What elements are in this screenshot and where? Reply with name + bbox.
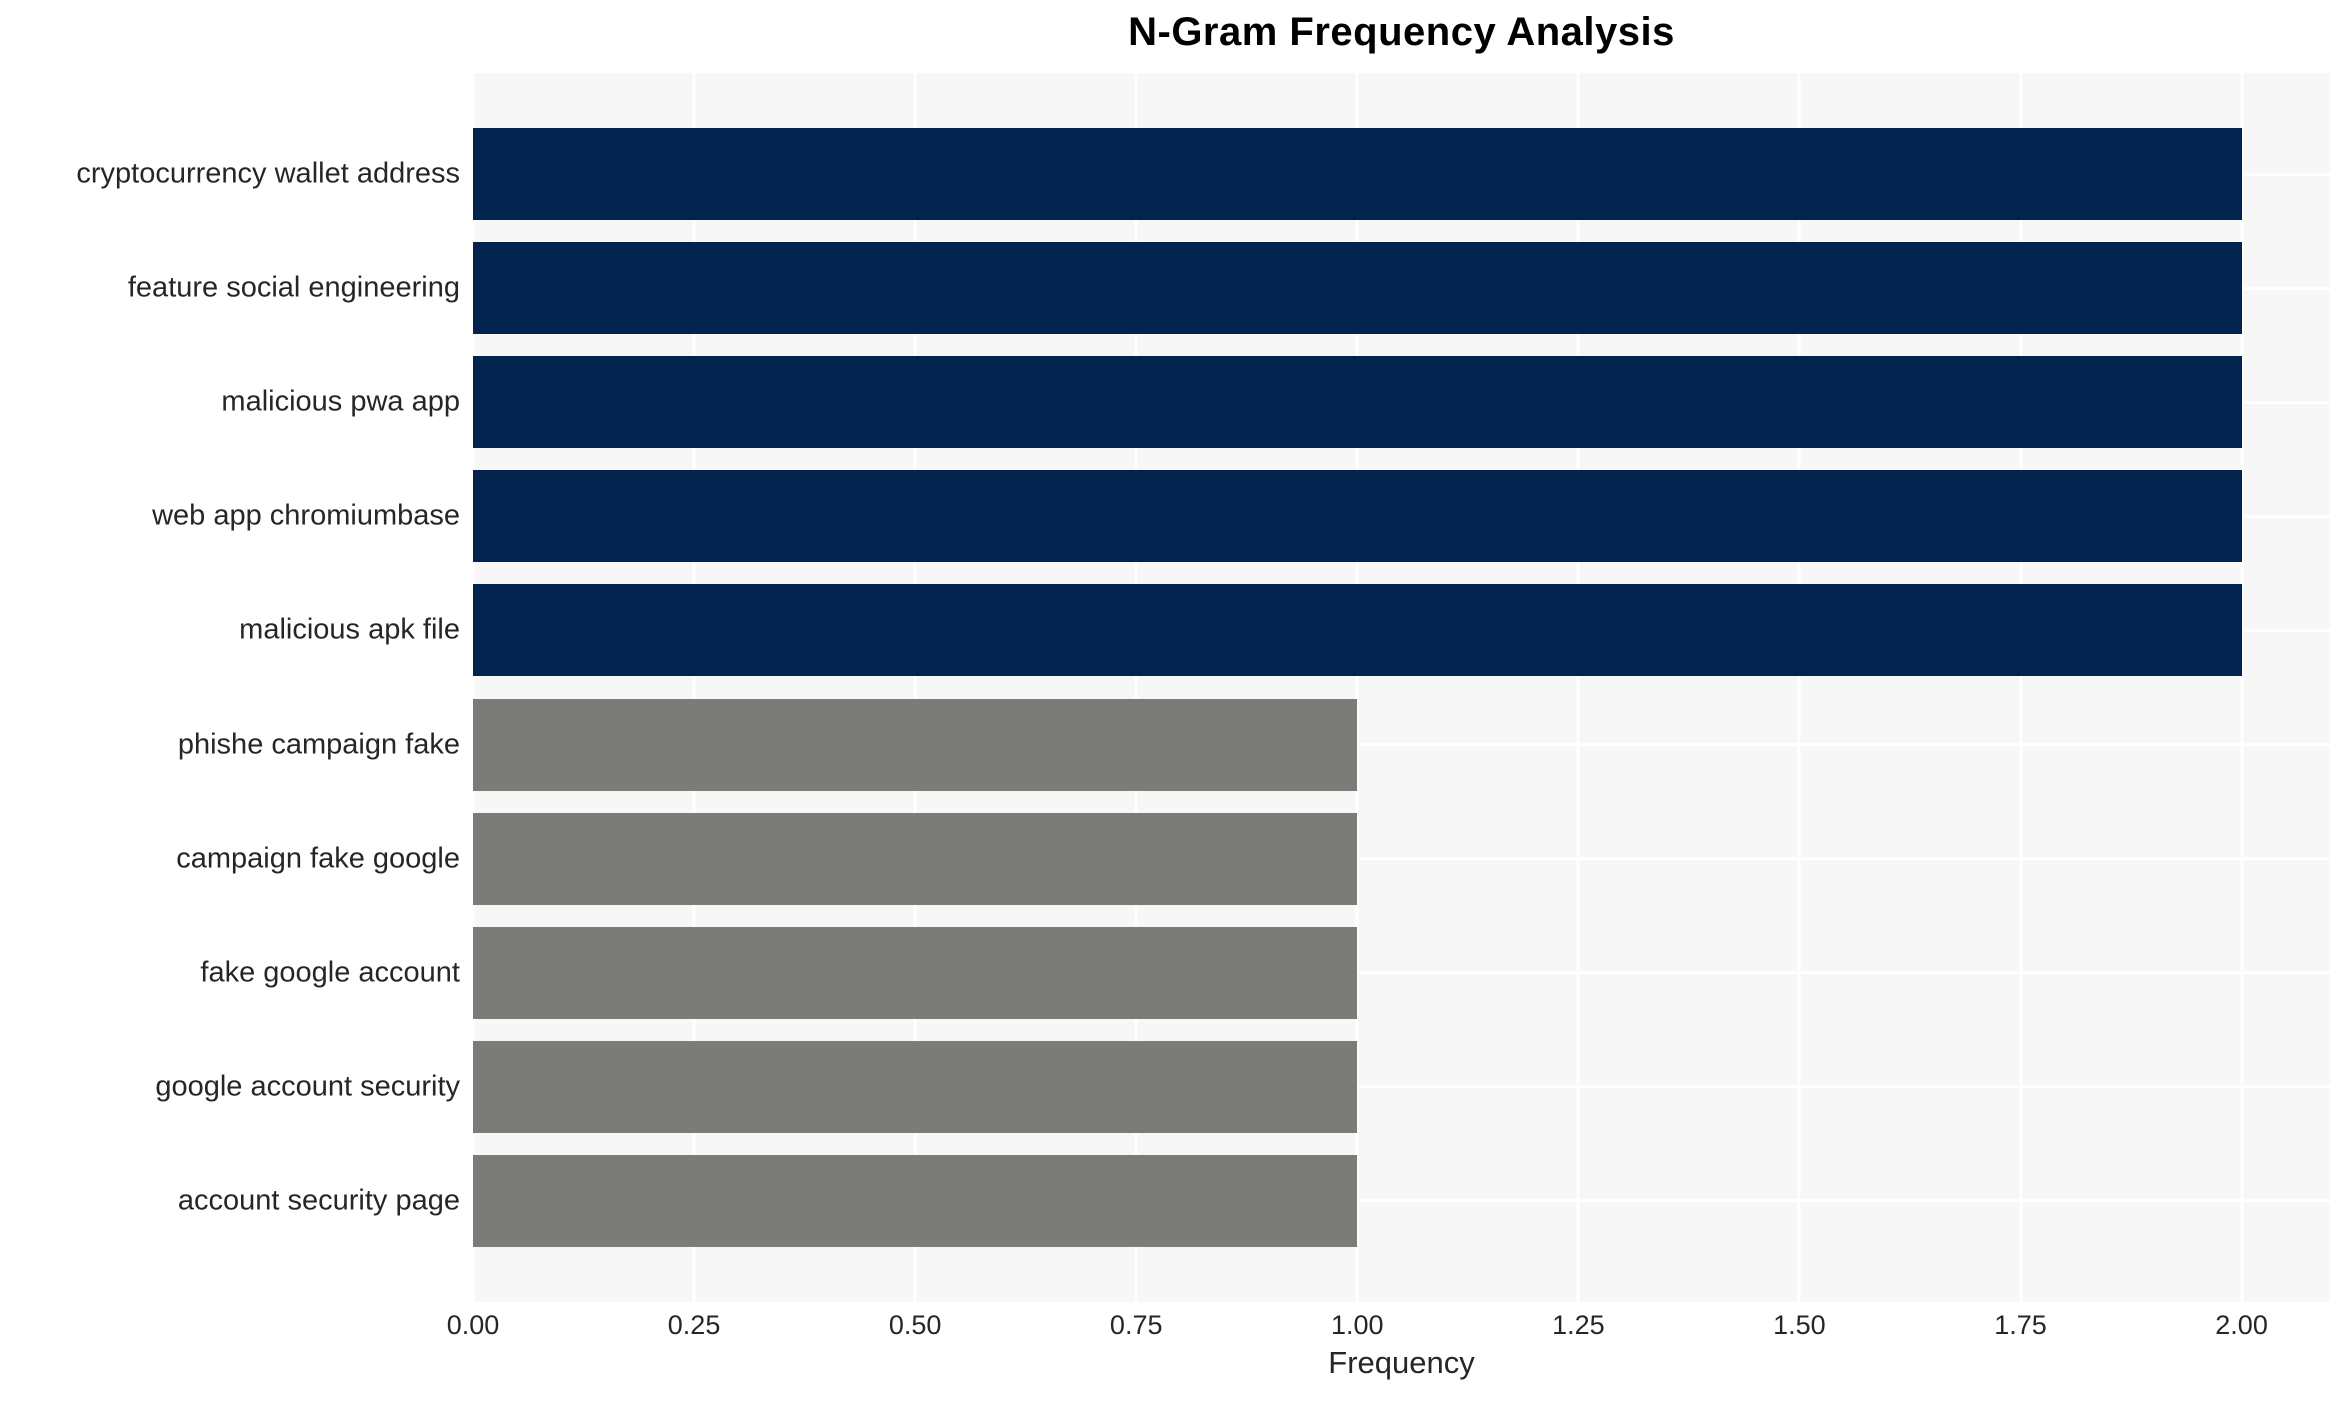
vertical-gridline [692,73,696,1302]
x-tick-label: 1.25 [1552,1310,1605,1340]
category-label: web app chromiumbase [152,499,460,532]
bar-row: cryptocurrency wallet address [76,117,2330,231]
bar-row: google account security [155,1030,2330,1144]
category-label: google account security [155,1070,460,1103]
category-label: feature social engineering [127,271,460,304]
bar [473,242,2242,335]
horizontal-gridline [473,857,2330,861]
category-label: malicious apk file [239,613,460,646]
bar-row: feature social engineering [128,231,2330,345]
vertical-gridline [1797,73,1801,1302]
category-label: account security page [177,1184,460,1217]
vertical-gridline [1134,73,1138,1302]
x-tick-label: 1.75 [1994,1310,2047,1340]
chart-title: N-Gram Frequency Analysis [1128,10,1675,54]
horizontal-gridline [473,971,2330,975]
bar [473,1154,1358,1247]
bar-row: web app chromiumbase [152,459,2330,573]
vertical-gridline [1576,73,1580,1302]
x-tick-label: 1.50 [1773,1310,1826,1340]
vertical-gridline [1355,73,1359,1302]
x-axis: 0.00 0.25 0.50 0.75 1.00 1.25 1.50 1.75 2.00 [447,1302,2330,1342]
bar-row: fake google account [200,916,2330,1030]
bar [473,926,1358,1019]
bar-row: account security page [178,1144,2330,1258]
x-tick-label: 0.75 [1109,1310,1163,1340]
bar-row: campaign fake google [176,802,2330,916]
x-tick-label: 2.00 [2215,1310,2268,1340]
category-label: phishe campaign fake [177,728,460,761]
vertical-gridline [2240,73,2244,1302]
vertical-gridline [2019,73,2022,1302]
bar [473,470,2242,563]
bar-row: malicious apk file [239,573,2330,687]
x-axis-label: Frequency [1328,1345,1475,1380]
bar-row: malicious pwa app [221,345,2330,459]
category-label: cryptocurrency wallet address [76,157,460,190]
bar [473,812,1358,905]
bar [473,128,2242,221]
bar [473,698,1358,791]
x-tick-label: 0.50 [888,1310,942,1340]
vertical-gridline [913,73,917,1302]
x-tick-label: 0.00 [446,1310,500,1340]
bar-row: phishe campaign fake [178,687,2330,801]
bar [473,1040,1358,1133]
bar [473,356,2242,449]
bar [473,584,2242,677]
plot-area: cryptocurrency wallet address feature soc… [76,73,2330,1302]
bar-rows: cryptocurrency wallet address feature soc… [76,73,2330,1302]
x-tick-label: 1.00 [1331,1310,1384,1340]
category-label: fake google account [200,956,460,989]
vertical-gridline [471,73,475,1302]
x-tick-label: 0.25 [667,1310,721,1340]
horizontal-gridline [473,743,2330,747]
category-label: campaign fake google [176,842,460,875]
category-label: malicious pwa app [221,385,460,418]
horizontal-gridline [473,1085,2330,1089]
horizontal-gridline [473,1199,2330,1203]
